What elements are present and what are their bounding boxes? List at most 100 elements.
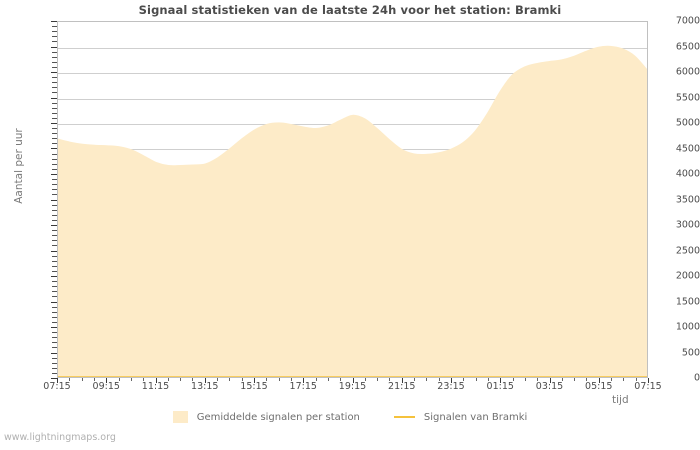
x-axis-minor-tick <box>488 378 489 381</box>
y-axis-minor-tick <box>52 210 57 211</box>
x-axis-minor-tick <box>69 378 70 381</box>
y-axis-minor-tick <box>52 133 57 134</box>
x-axis-minor-tick <box>562 378 563 381</box>
x-axis-minor-tick <box>439 378 440 381</box>
y-axis-minor-tick <box>52 312 57 313</box>
x-axis-tick-label: 19:15 <box>338 381 367 392</box>
y-axis-minor-tick <box>52 143 57 144</box>
x-axis-tick-label: 17:15 <box>289 381 317 392</box>
series-graphics <box>58 45 647 377</box>
x-axis-minor-tick <box>316 378 317 381</box>
chart-legend: Gemiddelde signalen per station Signalen … <box>0 411 700 423</box>
y-axis-minor-tick <box>52 67 57 68</box>
y-axis-tick-mark <box>51 353 57 354</box>
y-axis-tick-mark <box>51 47 57 48</box>
y-axis-minor-tick <box>52 31 57 32</box>
y-axis-tick-label: 7000 <box>675 15 700 27</box>
y-axis-tick-mark <box>51 98 57 99</box>
y-axis-tick-label: 1000 <box>675 321 700 333</box>
x-axis-minor-tick <box>574 378 575 381</box>
y-axis-minor-tick <box>52 103 57 104</box>
y-axis-tick-mark <box>51 276 57 277</box>
x-axis-minor-tick <box>389 378 390 381</box>
x-axis-tick-mark <box>353 378 354 383</box>
y-axis-tick-label: 6500 <box>675 41 700 52</box>
x-axis-minor-tick <box>229 378 230 381</box>
y-axis-tick-mark <box>51 148 57 149</box>
y-axis-tick-label: 0 <box>693 372 700 384</box>
x-axis-minor-tick <box>586 378 587 381</box>
legend-item-label: Signalen van Bramki <box>423 411 528 423</box>
x-axis-minor-tick <box>537 378 538 381</box>
x-axis-tick-mark <box>57 378 58 383</box>
y-axis-tick-label: 500 <box>681 347 700 358</box>
x-axis-minor-tick <box>180 378 181 381</box>
legend-item[interactable]: Gemiddelde signalen per station <box>172 411 360 423</box>
y-axis-tick-mark <box>51 72 57 73</box>
y-axis-minor-tick <box>52 296 57 297</box>
y-axis-minor-tick <box>52 184 57 185</box>
x-axis-minor-tick <box>131 378 132 381</box>
x-axis-minor-tick <box>513 378 514 381</box>
x-axis-minor-tick <box>525 378 526 381</box>
x-axis-tick-mark <box>648 378 649 383</box>
y-axis-minor-tick <box>52 322 57 323</box>
legend-area-swatch-icon <box>172 411 188 423</box>
y-axis-tick-label: 2500 <box>675 245 700 256</box>
y-axis-minor-tick <box>52 266 57 267</box>
y-axis-minor-tick <box>52 307 57 308</box>
y-axis-minor-tick <box>52 230 57 231</box>
y-axis-minor-tick <box>52 363 57 364</box>
x-axis-tick-label: 03:15 <box>535 381 564 392</box>
y-axis-minor-tick <box>52 118 57 119</box>
x-axis-minor-tick <box>414 378 415 381</box>
y-axis-minor-tick <box>52 52 57 53</box>
x-axis-minor-tick <box>426 378 427 381</box>
y-axis-minor-tick <box>52 82 57 83</box>
x-axis-tick-label: 01:15 <box>486 381 514 392</box>
x-axis-minor-tick <box>119 378 120 381</box>
x-axis-tick-mark <box>156 378 157 383</box>
y-axis-minor-tick <box>52 87 57 88</box>
x-axis-minor-tick <box>611 378 612 381</box>
y-axis-tick-mark <box>51 302 57 303</box>
x-axis-minor-tick <box>476 378 477 381</box>
y-axis-tick-label: 5000 <box>675 117 700 129</box>
y-axis-minor-tick <box>52 26 57 27</box>
y-axis-tick-label: 3000 <box>675 219 700 231</box>
y-axis-minor-tick <box>52 220 57 221</box>
x-axis-minor-tick <box>340 378 341 381</box>
y-axis-minor-tick <box>52 291 57 292</box>
x-axis-tick-mark <box>106 378 107 383</box>
y-axis-minor-tick <box>52 57 57 58</box>
x-axis-minor-tick <box>623 378 624 381</box>
y-axis-minor-tick <box>52 215 57 216</box>
x-axis-minor-tick <box>94 378 95 381</box>
y-axis-tick-mark <box>51 251 57 252</box>
y-axis-minor-tick <box>52 368 57 369</box>
x-axis-title: tijd <box>612 394 629 406</box>
y-axis-minor-tick <box>52 92 57 93</box>
x-axis-tick-label: 11:15 <box>141 381 170 392</box>
x-axis-tick-label: 07:15 <box>43 381 71 392</box>
legend-item-label: Gemiddelde signalen per station <box>196 411 360 423</box>
y-axis-tick-label: 1500 <box>675 296 700 307</box>
x-axis-tick-mark <box>205 378 206 383</box>
y-axis-tick-label: 4000 <box>675 168 700 180</box>
x-axis-tick-label: 13:15 <box>191 381 219 392</box>
x-axis-tick-mark <box>451 378 452 383</box>
x-axis-tick-mark <box>500 378 501 383</box>
x-axis-tick-label: 21:15 <box>388 381 416 392</box>
x-axis-minor-tick <box>168 378 169 381</box>
y-axis-minor-tick <box>52 128 57 129</box>
legend-item[interactable]: Signalen van Bramki <box>393 411 528 423</box>
x-axis-tick-label: 15:15 <box>240 381 268 392</box>
y-axis-minor-tick <box>52 36 57 37</box>
x-axis-tick-label: 07:15 <box>634 381 662 392</box>
x-axis-tick-mark <box>303 378 304 383</box>
y-axis-tick-label: 2000 <box>675 270 700 282</box>
area-series-edge <box>58 45 647 167</box>
y-axis-minor-tick <box>52 337 57 338</box>
y-axis-minor-tick <box>52 189 57 190</box>
x-axis-tick-label: 09:15 <box>92 381 120 392</box>
